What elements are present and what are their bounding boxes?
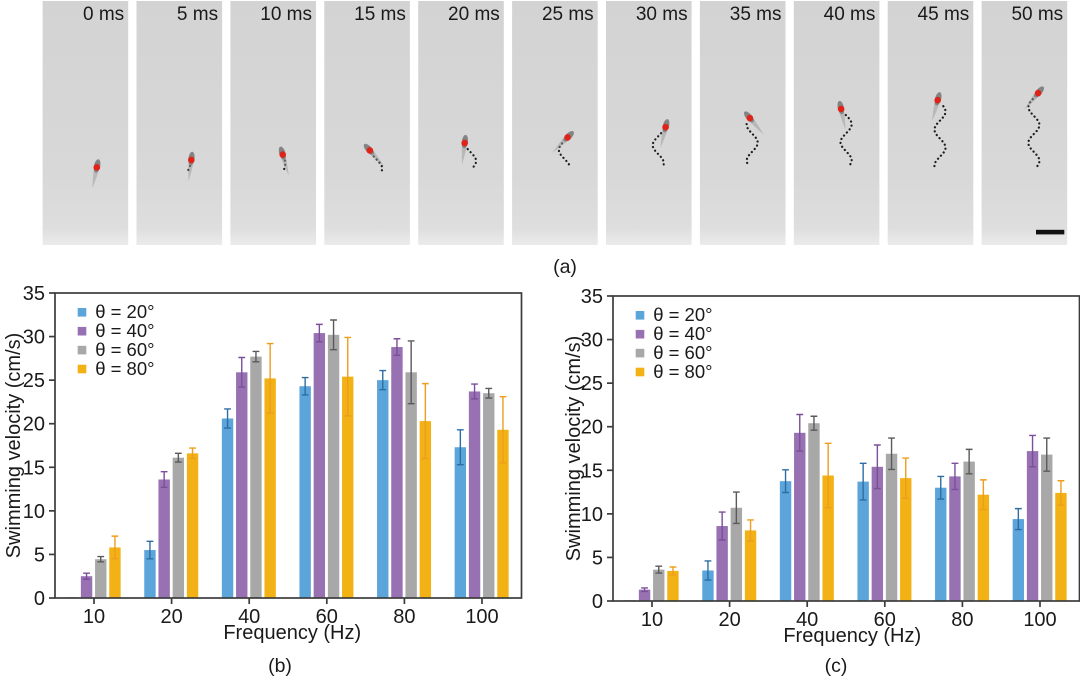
svg-text:40: 40: [238, 606, 260, 628]
svg-text:20: 20: [160, 606, 182, 628]
svg-text:5 ms: 5 ms: [177, 4, 218, 25]
svg-text:Frequency (Hz): Frequency (Hz): [783, 625, 921, 647]
svg-text:θ = 20°: θ = 20°: [95, 301, 154, 322]
svg-text:60: 60: [874, 609, 896, 631]
svg-text:10: 10: [641, 609, 663, 631]
svg-text:10: 10: [23, 501, 45, 523]
svg-text:60: 60: [316, 606, 338, 628]
svg-text:15 ms: 15 ms: [354, 4, 406, 25]
svg-text:5: 5: [34, 544, 45, 566]
svg-text:35 ms: 35 ms: [730, 4, 782, 25]
svg-text:40 ms: 40 ms: [824, 4, 876, 25]
svg-text:20: 20: [718, 609, 740, 631]
svg-text:100: 100: [465, 606, 498, 628]
svg-text:(c): (c): [825, 655, 848, 677]
svg-text:0: 0: [34, 588, 45, 610]
svg-text:20 ms: 20 ms: [448, 4, 500, 25]
svg-text:15: 15: [23, 457, 45, 479]
svg-text:30 ms: 30 ms: [636, 4, 688, 25]
svg-text:15: 15: [581, 460, 603, 482]
svg-text:Swimming velocity (cm/s): Swimming velocity (cm/s): [563, 336, 585, 562]
svg-text:θ = 40°: θ = 40°: [653, 323, 712, 344]
svg-text:100: 100: [1023, 609, 1056, 631]
svg-text:θ = 60°: θ = 60°: [95, 339, 154, 360]
svg-text:35: 35: [581, 286, 603, 308]
svg-text:80: 80: [393, 606, 415, 628]
svg-text:θ = 80°: θ = 80°: [653, 361, 712, 382]
svg-text:45 ms: 45 ms: [918, 4, 970, 25]
svg-text:10: 10: [83, 606, 105, 628]
svg-text:50 ms: 50 ms: [1011, 4, 1063, 25]
svg-text:Frequency (Hz): Frequency (Hz): [223, 622, 361, 644]
svg-text:30: 30: [581, 330, 603, 352]
svg-text:0 ms: 0 ms: [83, 4, 124, 25]
svg-text:80: 80: [951, 609, 973, 631]
svg-text:θ = 80°: θ = 80°: [95, 358, 154, 379]
svg-text:10: 10: [581, 504, 603, 526]
svg-text:30: 30: [23, 327, 45, 349]
svg-text:0: 0: [592, 591, 603, 613]
svg-text:10 ms: 10 ms: [260, 4, 312, 25]
svg-text:35: 35: [23, 283, 45, 305]
svg-text:25: 25: [581, 373, 603, 395]
svg-text:20: 20: [581, 417, 603, 439]
svg-text:θ = 40°: θ = 40°: [95, 320, 154, 341]
svg-text:Swimming velocity (cm/s): Swimming velocity (cm/s): [3, 333, 25, 559]
svg-text:θ = 20°: θ = 20°: [653, 304, 712, 325]
svg-text:40: 40: [796, 609, 818, 631]
svg-text:θ = 60°: θ = 60°: [653, 342, 712, 363]
svg-text:5: 5: [592, 547, 603, 569]
svg-text:20: 20: [23, 414, 45, 436]
svg-text:25 ms: 25 ms: [542, 4, 594, 25]
svg-text:(b): (b): [268, 655, 292, 677]
svg-text:25: 25: [23, 370, 45, 392]
